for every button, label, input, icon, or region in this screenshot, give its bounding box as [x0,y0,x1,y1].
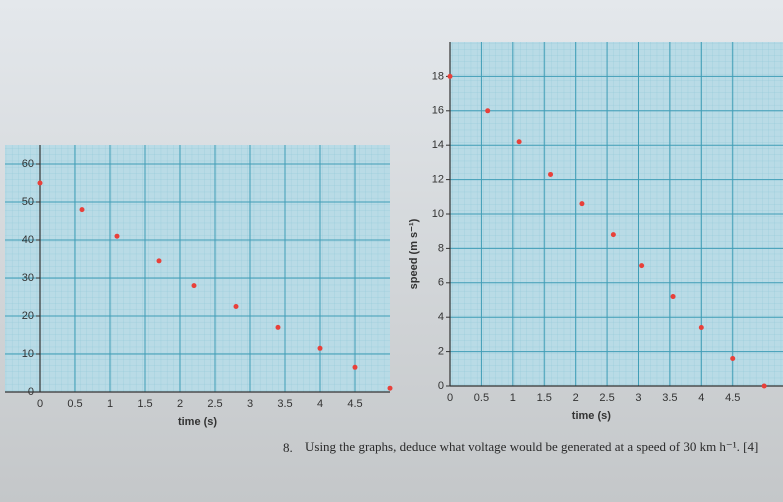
data-point [639,263,645,269]
y-tick-label: 20 [22,310,34,322]
y-tick-label: 30 [22,272,34,284]
x-tick-label: 3 [635,392,641,404]
y-tick-label: 10 [432,208,444,220]
data-point [233,304,239,309]
question-box: Using the graphs, deduce what voltage wo… [305,439,759,454]
y-tick-label: 50 [22,196,34,208]
data-point [37,180,43,186]
x-tick-label: 3.5 [277,398,292,410]
data-point [670,294,676,300]
x-tick-label: 0 [447,392,453,404]
x-tick-label: 1.5 [137,398,152,410]
data-point [761,383,767,389]
y-tick-label: 4 [438,311,444,323]
data-point [79,207,85,213]
y-axis-label: speed (m s⁻¹) [408,218,420,289]
x-tick-label: 4.5 [725,392,740,404]
x-tick-label: 0.5 [474,392,489,404]
data-point [730,355,736,361]
x-tick-label: 3 [247,398,253,410]
y-tick-label: 2 [438,346,444,358]
data-point [275,324,281,330]
x-tick-label: 1 [510,392,516,404]
data-point [579,201,585,207]
y-tick-label: 18 [432,70,444,82]
data-point [485,108,491,114]
y-tick-label: 12 [432,174,444,186]
x-tick-label: 0 [37,398,43,410]
x-tick-label: 2 [177,398,183,410]
data-point [548,171,554,177]
data-point [191,283,197,289]
y-tick-label: 16 [432,105,444,117]
x-tick-label: 0.5 [67,398,82,410]
x-tick-label: 4 [317,398,323,410]
data-point [156,258,162,264]
data-point [516,139,522,145]
y-tick-label: 14 [432,139,444,151]
y-tick-label: 0 [438,380,444,392]
x-tick-label: 2 [573,392,579,404]
x-axis-label: time (s) [572,410,611,422]
data-point [447,73,453,79]
x-tick-label: 2.5 [207,398,222,410]
x-tick-label: 3.5 [662,392,677,404]
x-tick-label: 1.5 [537,392,552,404]
question-text: Using the graphs, deduce what voltage wo… [305,439,759,454]
minor-grid [5,145,390,392]
data-point [352,364,358,370]
y-tick-label: 10 [22,348,34,360]
data-point [387,385,393,391]
x-tick-label: 2.5 [599,392,614,404]
y-tick-label: 60 [22,158,34,170]
data-point [317,345,323,351]
x-tick-label: 1 [107,398,113,410]
data-point [114,233,120,239]
x-axis-label: time (s) [178,416,217,428]
data-point [698,325,704,331]
y-tick-label: 8 [438,242,444,254]
data-point [610,232,616,238]
y-tick-label: 40 [22,234,34,246]
question-number: 8. [283,440,293,455]
x-tick-label: 4.5 [347,398,362,410]
x-tick-label: 4 [698,392,704,404]
y-tick-label: 6 [438,277,444,289]
